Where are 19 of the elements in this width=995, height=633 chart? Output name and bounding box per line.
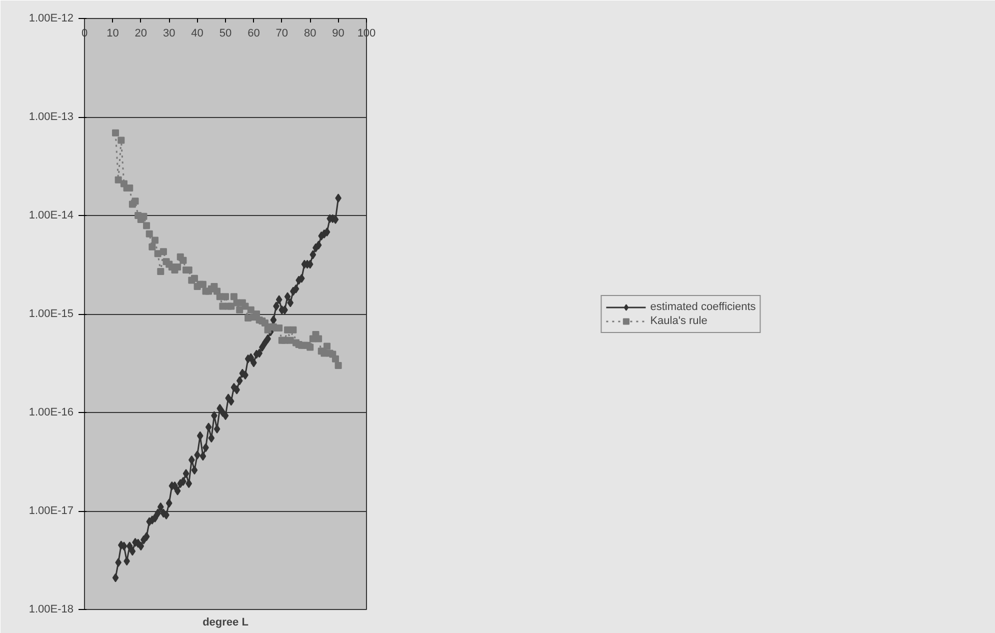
y-tick-label: 1.00E-14 (28, 210, 74, 222)
y-tick-label: 1.00E-18 (28, 604, 74, 616)
x-tick-label: 30 (162, 28, 176, 40)
x-tick-label: 40 (191, 28, 204, 40)
x-tick-label: 80 (304, 28, 316, 40)
legend-label: Kaula's rule (650, 314, 708, 328)
x-tick-label: 60 (248, 28, 260, 40)
y-tick-label: 1.00E-17 (28, 505, 74, 517)
x-tick-label: 20 (134, 28, 148, 40)
x-axis-title: degree L (202, 616, 249, 628)
legend-label: estimated coefficients (650, 300, 756, 314)
y-tick-label: 1.00E-13 (28, 111, 74, 123)
y-tick-label: 1.00E-15 (28, 308, 74, 320)
x-tick-label: 70 (276, 28, 288, 40)
x-tick-label: 50 (219, 28, 232, 40)
y-tick-label: 1.00E-12 (28, 12, 74, 24)
x-tick-label: 90 (332, 28, 344, 40)
x-tick-label: 10 (106, 28, 119, 40)
y-tick-label: 1.00E-16 (28, 406, 74, 418)
